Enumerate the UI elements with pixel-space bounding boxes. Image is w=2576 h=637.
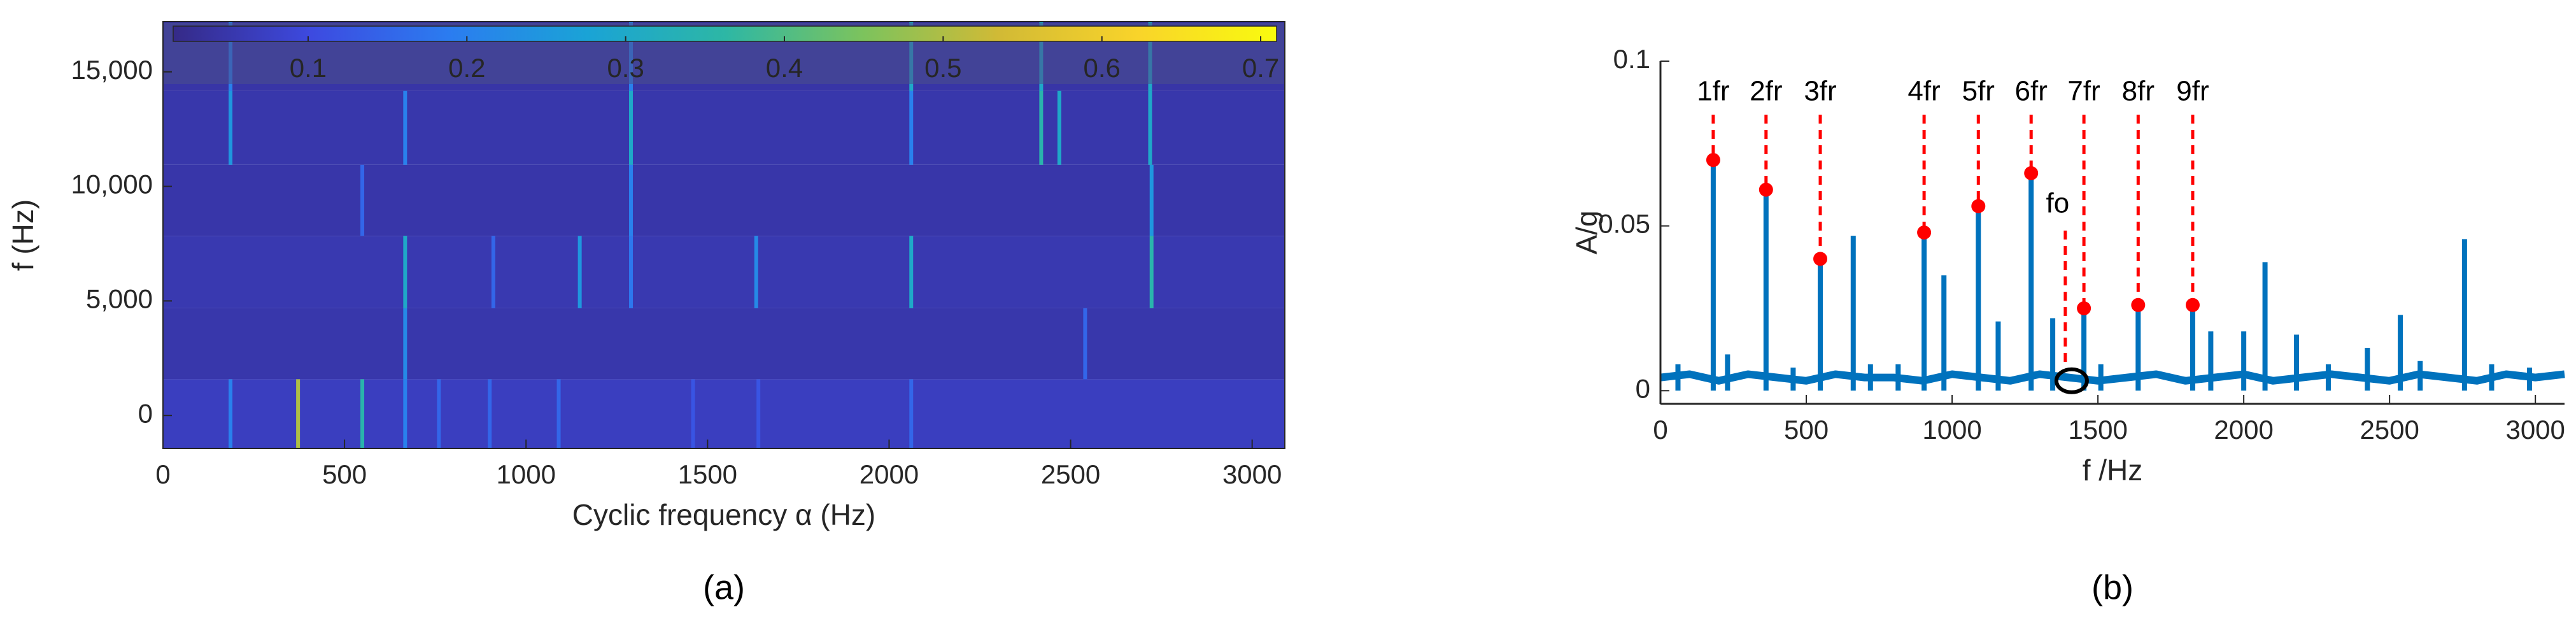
harmonic-marker xyxy=(2077,301,2091,315)
y-tick-label: 0.1 xyxy=(1613,44,1650,74)
heatmap-stripe xyxy=(491,236,495,308)
colorbar-tick-label: 0.6 xyxy=(1084,53,1121,83)
x-tick-label: 2000 xyxy=(2214,415,2273,445)
heatmap-stripe xyxy=(577,236,582,308)
heatmap-stripe xyxy=(909,236,914,308)
heatmap-stripe xyxy=(403,90,407,165)
x-tick-label: 500 xyxy=(1784,415,1829,445)
heatmap-stripe xyxy=(629,236,633,308)
heatmap-stripe xyxy=(691,379,695,448)
annotation-label: 5fr xyxy=(1962,76,1995,107)
heatmap-row xyxy=(163,164,1285,236)
colorbar xyxy=(173,25,1277,42)
harmonic-marker xyxy=(1917,225,1932,240)
x-tick-label: 3000 xyxy=(2505,415,2565,445)
annotation-label: 6fr xyxy=(2015,76,2048,107)
y-tick-label: 0.05 xyxy=(1598,209,1650,239)
heatmap-row xyxy=(163,236,1285,308)
heatmap-stripe xyxy=(229,379,233,448)
heatmap-stripe xyxy=(403,308,407,380)
heatmap-stripe xyxy=(629,90,633,165)
heatmap-stripe xyxy=(754,236,758,308)
x-tick-label: 3000 xyxy=(1222,459,1282,489)
heatmap-stripe xyxy=(1149,236,1154,308)
plot-frame xyxy=(162,21,1285,449)
y-tick-label: 0 xyxy=(1636,373,1650,403)
heatmap-stripe xyxy=(296,379,301,448)
x-tick-label: 2500 xyxy=(2360,415,2419,445)
harmonic-marker xyxy=(2024,166,2039,180)
heatmap-stripe xyxy=(1057,90,1061,165)
annotation-label: fo xyxy=(2046,188,2070,219)
annotation-label: 2fr xyxy=(1750,76,1782,107)
heatmap-row xyxy=(163,308,1285,380)
heatmap-stripe xyxy=(1039,90,1044,165)
heatmap-stripe xyxy=(1148,90,1152,165)
caption: (b) xyxy=(2091,568,2134,606)
heatmap-stripe xyxy=(1149,164,1154,236)
colorbar-tick-label: 0.7 xyxy=(1242,53,1279,83)
x-tick-label: 0 xyxy=(155,459,170,489)
x-tick-label: 500 xyxy=(322,459,367,489)
heatmap-stripe xyxy=(360,164,365,236)
heatmap-stripe xyxy=(360,379,365,448)
harmonic-marker xyxy=(1759,182,1773,197)
heatmap-stripe xyxy=(229,90,233,165)
heatmap-row xyxy=(163,379,1285,448)
colorbar-tick-label: 0.5 xyxy=(924,53,961,83)
x-tick-label: 2000 xyxy=(860,459,919,489)
harmonic-marker xyxy=(1813,252,1828,266)
heatmap-stripe xyxy=(909,379,914,448)
y-tick-label: 10,000 xyxy=(71,169,153,199)
x-tick-label: 1000 xyxy=(1922,415,1981,445)
x-tick-label: 1500 xyxy=(2068,415,2127,445)
heatmap-stripe xyxy=(909,90,914,165)
annotation-label: 3fr xyxy=(1804,76,1836,107)
x-tick-label: 2500 xyxy=(1041,459,1100,489)
heatmap-stripe xyxy=(403,379,407,448)
fault-marker xyxy=(2054,367,2089,394)
spectrum-floor xyxy=(1660,370,2565,385)
y-tick-label: 5,000 xyxy=(86,283,153,313)
harmonic-marker xyxy=(1706,153,1720,168)
annotation-label: 7fr xyxy=(2067,76,2100,107)
x-axis-label: Cyclic frequency α (Hz) xyxy=(572,498,875,531)
colorbar-tick-label: 0.1 xyxy=(290,53,327,83)
annotation-label: 9fr xyxy=(2176,76,2209,107)
x-tick-label: 1500 xyxy=(678,459,737,489)
y-axis-label: f (Hz) xyxy=(6,199,39,271)
y-tick-label: 15,000 xyxy=(71,55,153,85)
heatmap-stripe xyxy=(437,379,441,448)
harmonic-marker xyxy=(1971,199,1986,213)
x-axis-label: f /Hz xyxy=(2083,454,2143,487)
heatmap-stripe xyxy=(556,379,561,448)
heatmap-stripe xyxy=(488,379,492,448)
caption: (a) xyxy=(703,568,745,606)
harmonic-marker xyxy=(2185,297,2200,312)
x-tick-label: 0 xyxy=(1653,415,1667,445)
y-tick-label: 0 xyxy=(138,398,153,428)
annotation-label: 8fr xyxy=(2122,76,2155,107)
colorbar-tick-label: 0.4 xyxy=(766,53,803,83)
heatmap-stripe xyxy=(756,379,761,448)
harmonic-marker xyxy=(2131,297,2146,312)
heatmap-row xyxy=(163,90,1285,165)
annotation-label: 4fr xyxy=(1907,76,1940,107)
heatmap-stripe xyxy=(629,164,633,236)
y-axis-label: A/g xyxy=(1570,210,1603,254)
colorbar-tick-label: 0.3 xyxy=(607,53,644,83)
heatmap-stripe xyxy=(403,236,407,308)
x-tick-label: 1000 xyxy=(497,459,556,489)
colorbar-tick-label: 0.2 xyxy=(448,53,485,83)
heatmap-stripe xyxy=(1083,308,1087,380)
annotation-label: 1fr xyxy=(1697,76,1729,107)
